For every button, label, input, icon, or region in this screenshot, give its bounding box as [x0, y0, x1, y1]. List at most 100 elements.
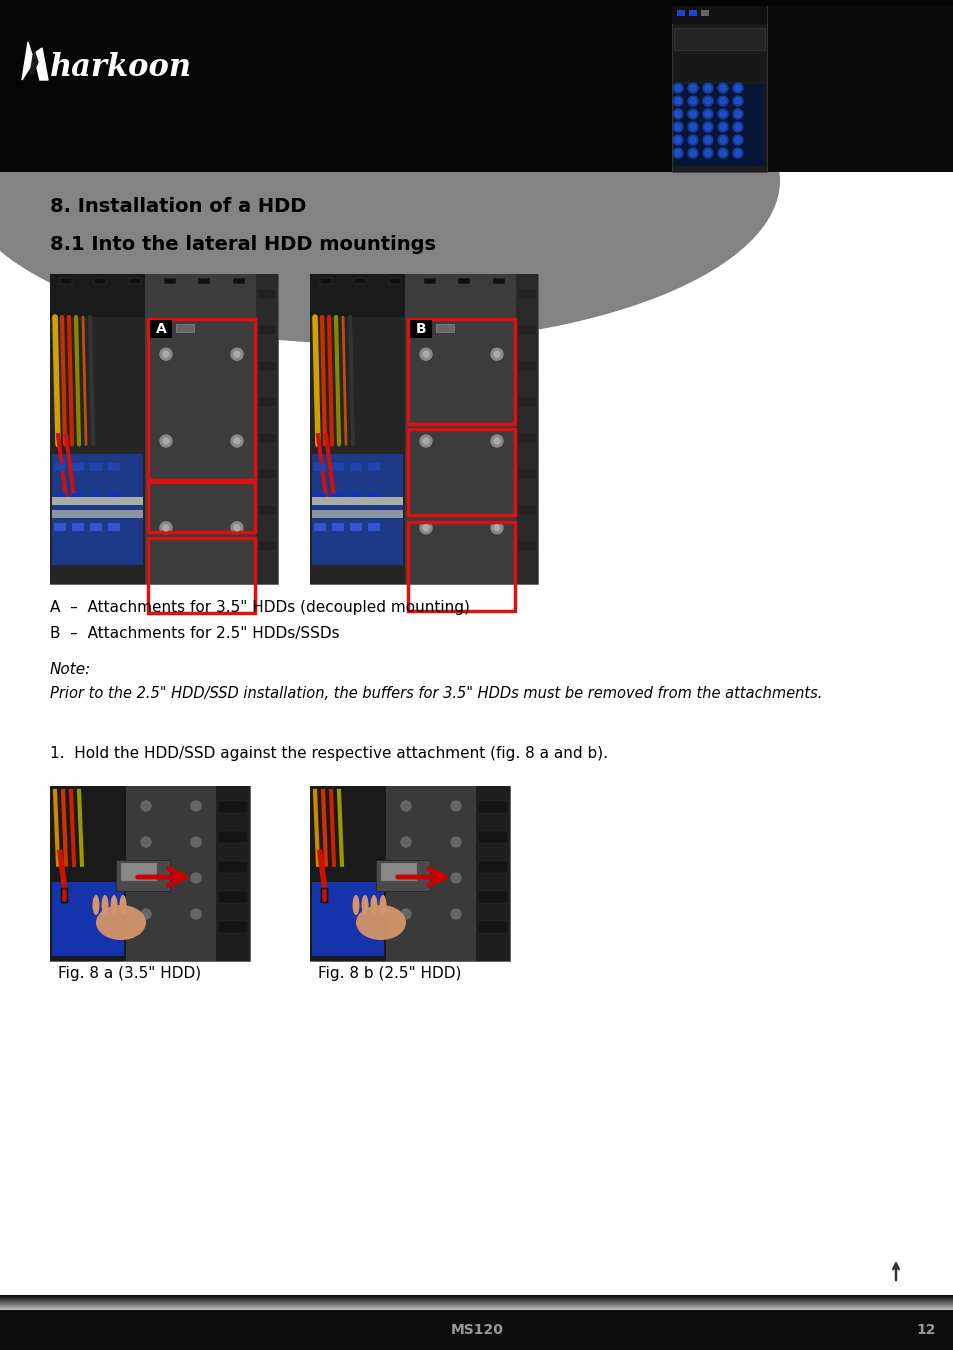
- Circle shape: [163, 351, 169, 358]
- Bar: [477, 801, 507, 813]
- Circle shape: [451, 801, 460, 811]
- Text: 1.  Hold the HDD/SSD against the respective attachment (fig. 8 a and b).: 1. Hold the HDD/SSD against the respecti…: [50, 747, 607, 761]
- Bar: [408, 428, 515, 516]
- Circle shape: [704, 124, 710, 130]
- Ellipse shape: [111, 895, 117, 915]
- Bar: [54, 493, 66, 501]
- Bar: [368, 463, 379, 471]
- Bar: [517, 541, 536, 551]
- Text: 8. Installation of a HDD: 8. Installation of a HDD: [50, 197, 306, 216]
- Bar: [350, 522, 361, 531]
- Text: B  –  Attachments for 2.5" HDDs/SSDs: B – Attachments for 2.5" HDDs/SSDs: [50, 626, 339, 641]
- Circle shape: [734, 111, 740, 117]
- Ellipse shape: [96, 904, 146, 940]
- Circle shape: [163, 437, 169, 444]
- Circle shape: [689, 124, 696, 130]
- Circle shape: [732, 82, 742, 93]
- Bar: [375, 860, 430, 891]
- Circle shape: [191, 837, 201, 846]
- Circle shape: [689, 150, 696, 157]
- Bar: [766, 5, 953, 171]
- Circle shape: [400, 909, 411, 919]
- Bar: [108, 522, 120, 531]
- Bar: [350, 493, 361, 501]
- Bar: [0, 1310, 953, 1350]
- Bar: [408, 319, 515, 424]
- Circle shape: [191, 801, 201, 811]
- Bar: [50, 786, 126, 961]
- Bar: [60, 278, 71, 283]
- Circle shape: [160, 435, 172, 447]
- Circle shape: [494, 437, 499, 444]
- Circle shape: [233, 437, 240, 444]
- Bar: [54, 463, 66, 471]
- Ellipse shape: [379, 895, 386, 915]
- Circle shape: [734, 85, 740, 90]
- Bar: [332, 463, 344, 471]
- Bar: [90, 493, 102, 501]
- Bar: [312, 883, 384, 956]
- Bar: [312, 509, 402, 517]
- Circle shape: [702, 109, 712, 119]
- Circle shape: [675, 85, 680, 90]
- Circle shape: [491, 348, 502, 360]
- Circle shape: [163, 525, 169, 531]
- Circle shape: [451, 909, 460, 919]
- Circle shape: [718, 148, 727, 158]
- Circle shape: [734, 150, 740, 157]
- Circle shape: [718, 96, 727, 107]
- Circle shape: [732, 96, 742, 107]
- Bar: [312, 454, 402, 566]
- Text: Fig. 8 b (2.5" HDD): Fig. 8 b (2.5" HDD): [317, 967, 461, 981]
- Circle shape: [734, 124, 740, 130]
- Bar: [493, 278, 504, 283]
- Circle shape: [191, 909, 201, 919]
- Circle shape: [672, 148, 682, 158]
- Circle shape: [704, 85, 710, 90]
- Circle shape: [494, 351, 499, 358]
- Circle shape: [675, 136, 680, 143]
- Circle shape: [718, 135, 727, 144]
- Circle shape: [734, 99, 740, 104]
- Bar: [319, 278, 332, 283]
- Bar: [257, 505, 275, 514]
- Circle shape: [400, 873, 411, 883]
- Text: MS120: MS120: [450, 1323, 503, 1336]
- Circle shape: [141, 909, 151, 919]
- Bar: [218, 891, 248, 903]
- Text: Prior to the 2.5" HDD/SSD installation, the buffers for 3.5" HDDs must be remove: Prior to the 2.5" HDD/SSD installation, …: [50, 686, 821, 701]
- Circle shape: [718, 82, 727, 93]
- Bar: [150, 320, 172, 338]
- Bar: [673, 54, 764, 82]
- Circle shape: [231, 435, 243, 447]
- Bar: [218, 801, 248, 813]
- Bar: [477, 861, 507, 873]
- Bar: [71, 522, 84, 531]
- Circle shape: [720, 111, 725, 117]
- Circle shape: [732, 122, 742, 132]
- Bar: [423, 278, 436, 283]
- Circle shape: [422, 525, 429, 531]
- Circle shape: [720, 99, 725, 104]
- Bar: [145, 274, 277, 585]
- Circle shape: [687, 82, 698, 93]
- Bar: [386, 786, 476, 961]
- Ellipse shape: [352, 895, 359, 915]
- Text: Fig. 8 a (3.5" HDD): Fig. 8 a (3.5" HDD): [58, 967, 201, 981]
- Bar: [148, 319, 254, 481]
- Circle shape: [419, 522, 432, 533]
- Circle shape: [720, 150, 725, 157]
- Bar: [257, 433, 275, 443]
- Circle shape: [687, 148, 698, 158]
- Bar: [0, 0, 671, 171]
- Bar: [477, 832, 507, 842]
- Bar: [52, 509, 143, 517]
- Circle shape: [141, 837, 151, 846]
- Circle shape: [732, 109, 742, 119]
- Bar: [129, 278, 141, 283]
- Bar: [50, 274, 277, 317]
- Bar: [350, 463, 361, 471]
- Ellipse shape: [0, 18, 780, 344]
- Polygon shape: [22, 42, 48, 80]
- Circle shape: [160, 522, 172, 533]
